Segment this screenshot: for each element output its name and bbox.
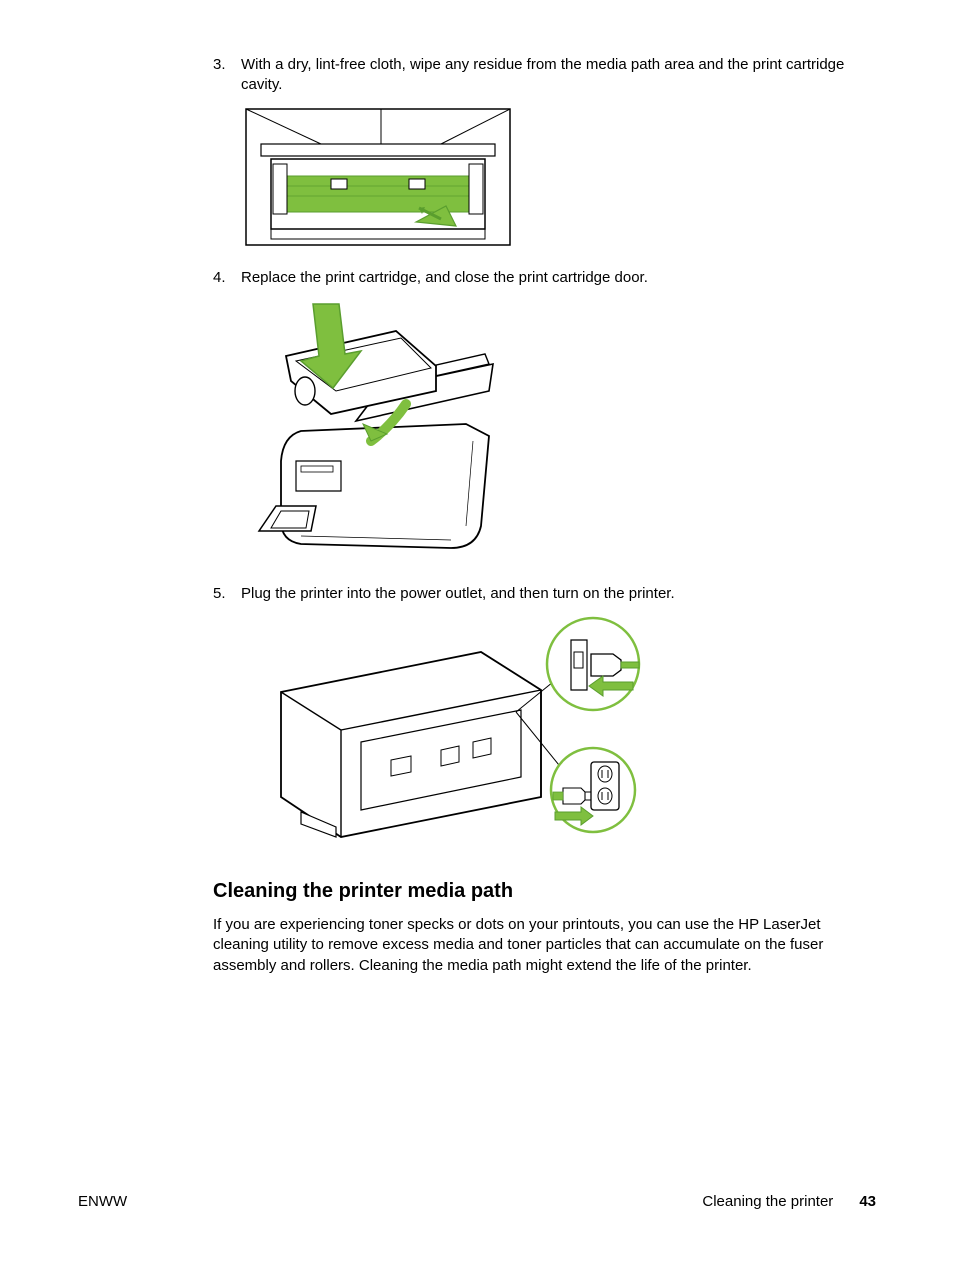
step-4: 4. Replace the print cartridge, and clos… xyxy=(213,268,873,566)
step-4-figure xyxy=(241,296,873,566)
section-heading: Cleaning the printer media path xyxy=(213,880,873,903)
manual-page: 3. With a dry, lint-free cloth, wipe any… xyxy=(0,0,954,1270)
footer-section: Cleaning the printer xyxy=(702,1193,833,1210)
step-5: 5. Plug the printer into the power outle… xyxy=(213,584,873,850)
section-paragraph: If you are experiencing toner specks or … xyxy=(213,915,873,976)
replace-cartridge-illustration xyxy=(241,296,515,566)
step-4-number: 4. xyxy=(213,268,241,288)
step-3-figure xyxy=(241,104,873,250)
step-5-text: Plug the printer into the power outlet, … xyxy=(241,584,675,604)
footer-left: ENWW xyxy=(78,1193,127,1210)
content-area: 3. With a dry, lint-free cloth, wipe any… xyxy=(213,55,873,976)
cleaning-cavity-illustration xyxy=(241,104,515,250)
footer-right: Cleaning the printer 43 xyxy=(702,1193,876,1210)
page-number: 43 xyxy=(859,1193,876,1210)
step-3-number: 3. xyxy=(213,55,241,75)
step-5-number: 5. xyxy=(213,584,241,604)
page-footer: ENWW Cleaning the printer 43 xyxy=(78,1193,876,1210)
step-5-figure xyxy=(241,612,873,850)
step-4-text: Replace the print cartridge, and close t… xyxy=(241,268,648,288)
plug-power-illustration xyxy=(241,612,651,850)
step-3-text: With a dry, lint-free cloth, wipe any re… xyxy=(241,55,873,96)
step-3: 3. With a dry, lint-free cloth, wipe any… xyxy=(213,55,873,250)
